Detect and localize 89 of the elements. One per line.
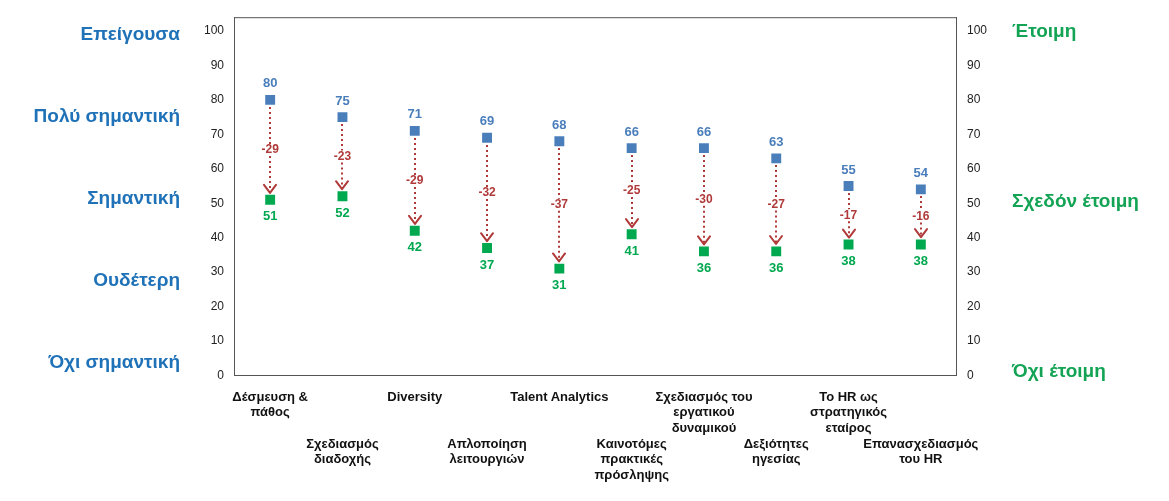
point bbox=[698, 143, 709, 154]
annotation: -29 bbox=[261, 142, 280, 157]
data-label: 51 bbox=[262, 208, 278, 224]
annotation: -29 bbox=[406, 173, 424, 188]
annotation: -16 bbox=[912, 209, 930, 224]
data-label: 75 bbox=[335, 92, 350, 108]
x-tick-label: Δεξιότητες ηγεσίας bbox=[743, 435, 809, 467]
text: Επείγουσα bbox=[80, 23, 180, 45]
text: Σημαντική bbox=[87, 187, 180, 209]
x-tick-label: Καινοτόμες πρακτικές πρόσληψης bbox=[594, 435, 670, 482]
text: Πολύ σημαντική bbox=[33, 105, 180, 127]
data-label: 69 bbox=[479, 113, 495, 129]
y-tick-label: 0 bbox=[217, 367, 225, 382]
y-tick-label: 90 bbox=[210, 57, 225, 72]
data-label: 36 bbox=[696, 259, 712, 275]
y2-tick-label: 70 bbox=[966, 126, 981, 141]
y2-tick-label: 10 bbox=[966, 333, 981, 348]
y-tick-label: 30 bbox=[210, 264, 225, 279]
annotation: -32 bbox=[478, 185, 497, 200]
point bbox=[265, 94, 276, 105]
data-label: 66 bbox=[696, 123, 712, 139]
y-tick-label: 40 bbox=[210, 229, 225, 244]
annotation: -27 bbox=[767, 197, 786, 212]
y-tick-label: 20 bbox=[210, 298, 225, 313]
text: Σχεδόν έτοιμη bbox=[1012, 190, 1139, 212]
point bbox=[337, 191, 348, 202]
y2-tick-label: 40 bbox=[966, 229, 981, 244]
y-tick-label: 10 bbox=[210, 333, 225, 348]
data-label: 38 bbox=[841, 253, 856, 269]
data-label: 66 bbox=[624, 123, 639, 139]
point bbox=[771, 153, 782, 164]
x-tick-label: Σχεδιασμός του εργατικού δυναμικού bbox=[655, 388, 753, 435]
annotation: -25 bbox=[622, 183, 641, 198]
data-label: 42 bbox=[407, 239, 422, 255]
point bbox=[698, 246, 709, 257]
point bbox=[626, 143, 637, 154]
point bbox=[409, 125, 420, 136]
point bbox=[337, 112, 348, 123]
y-tick-label: 60 bbox=[210, 161, 225, 176]
data-label: 36 bbox=[769, 259, 784, 275]
x-tick-label: Talent Analytics bbox=[510, 388, 609, 404]
point bbox=[265, 194, 276, 205]
data-label: 52 bbox=[335, 204, 350, 220]
annotation: -23 bbox=[333, 149, 352, 163]
data-label: 55 bbox=[841, 161, 856, 177]
y2-tick-label: 0 bbox=[966, 367, 974, 382]
point bbox=[915, 184, 926, 195]
x-tick-label: Σχεδιασμός διαδοχής bbox=[306, 435, 379, 467]
point bbox=[843, 181, 854, 191]
annotation: -17 bbox=[839, 207, 858, 222]
y-tick-label: 50 bbox=[210, 195, 225, 210]
point bbox=[554, 263, 565, 274]
y2-tick-label: 30 bbox=[966, 264, 981, 279]
data-label: 63 bbox=[769, 133, 784, 149]
data-label: 54 bbox=[913, 164, 929, 180]
point bbox=[915, 239, 926, 250]
point bbox=[482, 243, 493, 253]
data-label: 37 bbox=[479, 256, 495, 272]
y2-tick-label: 90 bbox=[966, 57, 981, 72]
y-tick-label: 100 bbox=[203, 23, 225, 38]
x-tick-label: Απλοποίηση λειτουργιών bbox=[447, 435, 527, 467]
annotation: -37 bbox=[550, 197, 569, 212]
data-label: 38 bbox=[913, 253, 929, 269]
point bbox=[482, 132, 493, 143]
y2-tick-label: 100 bbox=[966, 23, 988, 38]
text: Έτοιμη bbox=[1012, 20, 1077, 42]
point bbox=[409, 225, 420, 236]
point bbox=[626, 229, 637, 240]
text: Όχι έτοιμη bbox=[1012, 360, 1106, 382]
data-label: 68 bbox=[552, 116, 567, 132]
point bbox=[771, 246, 782, 257]
data-label: 41 bbox=[624, 242, 639, 258]
x-tick-label: Το HR ως στρατηγικός εταίρος bbox=[810, 388, 888, 435]
text: Όχι σημαντική bbox=[48, 351, 180, 373]
y2-tick-label: 20 bbox=[966, 298, 981, 313]
data-label: 80 bbox=[262, 75, 278, 91]
y2-tick-label: 80 bbox=[966, 92, 981, 107]
data-label: 71 bbox=[407, 106, 422, 122]
data-label: 31 bbox=[552, 277, 567, 293]
y2-tick-label: 50 bbox=[966, 195, 981, 210]
x-tick-label: Diversity bbox=[387, 388, 443, 404]
x-tick-label: Δέσμευση & πάθος bbox=[232, 388, 308, 420]
x-tick-label: Επανασχεδιασμός του HR bbox=[863, 435, 979, 467]
point bbox=[554, 136, 565, 147]
y-tick-label: 80 bbox=[210, 92, 225, 107]
annotation: -30 bbox=[695, 192, 713, 207]
text: Ουδέτερη bbox=[93, 269, 180, 291]
y2-tick-label: 60 bbox=[966, 161, 981, 176]
y-tick-label: 70 bbox=[210, 126, 225, 141]
